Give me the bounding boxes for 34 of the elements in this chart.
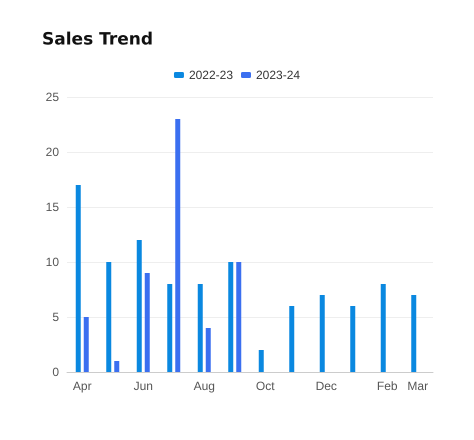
y-tick-label: 20	[46, 145, 60, 159]
x-tick-label: Oct	[256, 379, 276, 393]
y-tick-label: 0	[52, 365, 60, 379]
x-tick-label: Feb	[376, 379, 398, 393]
bar	[228, 262, 234, 372]
bar	[106, 262, 112, 372]
bar	[175, 119, 180, 372]
x-tick-label: Apr	[72, 379, 92, 393]
bar	[289, 306, 294, 372]
chart-title: Sales Trend	[42, 30, 154, 50]
bar	[411, 295, 416, 372]
y-tick-label: 10	[46, 255, 60, 269]
bar	[206, 328, 211, 372]
bar	[136, 240, 142, 372]
bar	[258, 350, 264, 372]
y-tick-label: 25	[46, 90, 60, 104]
bar	[167, 284, 172, 372]
bar	[350, 306, 356, 372]
legend-label: 2023-24	[256, 68, 300, 82]
x-tick-label: Jun	[134, 379, 153, 393]
bar	[84, 317, 89, 372]
legend-label: 2022-23	[188, 68, 234, 82]
y-tick-label: 15	[46, 200, 60, 214]
bar	[198, 284, 203, 372]
x-tick-label: Mar	[407, 379, 428, 393]
x-tick-label: Aug	[194, 379, 215, 393]
bar	[380, 284, 386, 372]
y-tick-label: 5	[52, 310, 60, 324]
bar	[320, 295, 325, 372]
x-tick-label: Dec	[316, 379, 337, 393]
bar	[144, 273, 150, 372]
bar	[114, 361, 120, 372]
bar	[76, 185, 81, 372]
bar	[236, 262, 242, 372]
